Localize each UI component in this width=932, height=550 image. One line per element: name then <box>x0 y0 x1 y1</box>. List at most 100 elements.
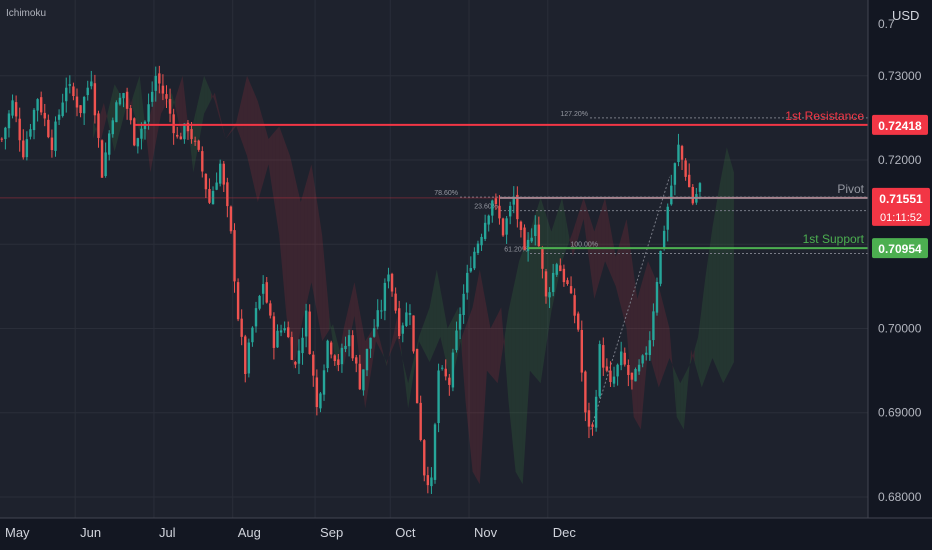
cloud-segment <box>529 220 534 375</box>
candle-body <box>36 99 39 111</box>
cloud-segment <box>307 164 312 298</box>
cloud-segment <box>494 314 498 384</box>
candle-body <box>61 102 64 116</box>
candle-body <box>423 440 426 476</box>
cloud-segment <box>429 288 434 363</box>
candle-body <box>666 206 669 230</box>
candle-body <box>179 136 183 140</box>
candle-body <box>258 295 261 309</box>
candle-body <box>333 355 336 362</box>
cloud-segment <box>665 314 670 368</box>
candle-body <box>218 163 222 184</box>
candle-body <box>312 354 315 376</box>
cloud-segment <box>673 366 677 417</box>
cloud-segment <box>615 244 620 301</box>
candle-body <box>222 163 225 185</box>
candle-body <box>133 118 136 146</box>
candle-body <box>627 364 630 375</box>
cloud-segment <box>644 261 649 390</box>
candle-body <box>680 146 684 160</box>
candle-body <box>512 196 515 205</box>
candle-body <box>655 281 659 313</box>
cloud-segment <box>200 75 205 134</box>
x-tick-label: Jun <box>80 525 101 540</box>
candle-body <box>537 224 541 247</box>
cloud-segment <box>426 307 430 363</box>
cloud-segment <box>626 218 631 373</box>
candle-body <box>612 376 616 384</box>
cloud-segment <box>400 346 405 378</box>
cloud-segment <box>286 145 290 344</box>
time-axis[interactable]: May Jun Jul Aug Sep Oct Nov Dec <box>5 525 576 540</box>
candle-body <box>544 271 548 297</box>
cloud-segment <box>329 315 333 344</box>
candle-body <box>455 330 458 351</box>
candle-body <box>229 206 233 232</box>
candle-body <box>104 152 107 177</box>
candle-body <box>4 127 7 140</box>
cloud-segment <box>619 231 623 315</box>
candle-body <box>0 138 4 140</box>
cloud-segment <box>182 75 187 139</box>
candle-body <box>355 357 358 364</box>
candle-body <box>326 340 329 369</box>
cloud-segment <box>128 96 133 110</box>
candle-body <box>115 102 118 123</box>
cloud-segment <box>587 209 591 273</box>
cloud-segment <box>221 123 226 139</box>
candle-body <box>466 272 469 293</box>
cloud-segment <box>161 90 165 114</box>
cloud-segment <box>136 75 140 132</box>
level-badge-value: 0.70954 <box>878 242 922 256</box>
candle-body <box>14 102 18 117</box>
cloud-segment <box>483 289 487 428</box>
cloud-segment <box>322 235 326 342</box>
price-axis[interactable]: 0.680000.690000.700000.710000.720000.730… <box>878 17 922 504</box>
candle-body <box>548 292 551 298</box>
candle-body <box>419 402 422 441</box>
candle-body <box>90 81 93 87</box>
candle-body <box>176 134 179 137</box>
candle-body <box>287 327 290 338</box>
candle-body <box>283 328 286 331</box>
cloud-segment <box>264 126 269 177</box>
candle-body <box>43 112 46 119</box>
candle-body <box>387 274 390 282</box>
fib-label: 61.20% <box>504 247 528 254</box>
cloud-segment <box>569 231 573 257</box>
currency-label[interactable]: USD <box>892 8 920 23</box>
candle-body <box>154 75 157 91</box>
candle-body <box>412 315 415 352</box>
candle-body <box>365 348 369 371</box>
candle-body <box>634 369 637 382</box>
candle-body <box>18 118 21 141</box>
candle-body <box>269 303 272 316</box>
candle-body <box>197 140 200 150</box>
cloud-segment <box>275 126 280 236</box>
price-levels: 1st Resistance Pivot 1st Support <box>0 109 868 250</box>
x-tick-label: Jul <box>159 525 176 540</box>
candle-body <box>437 370 440 424</box>
cloud-segment <box>225 133 230 139</box>
candle-body <box>279 330 283 333</box>
candle-body <box>390 273 394 292</box>
candle-body <box>369 337 372 349</box>
candle-body <box>637 364 641 372</box>
cloud-segment <box>268 134 273 189</box>
candle-body <box>551 272 555 293</box>
candle-body <box>433 424 437 480</box>
current-price-value: 0.71551 <box>879 192 923 206</box>
candle-body <box>337 359 340 366</box>
cloud-segment <box>726 147 731 377</box>
candle-body <box>415 348 419 404</box>
cloud-segment <box>594 220 598 300</box>
candle-body <box>577 313 580 330</box>
indicator-label[interactable]: Ichimoku <box>6 8 47 19</box>
candle-body <box>136 138 140 147</box>
cloud-segment <box>254 92 258 203</box>
candle-body <box>430 477 433 487</box>
candle-body <box>483 222 487 239</box>
cloud-segment <box>490 321 495 380</box>
cloud-segment <box>486 308 491 375</box>
